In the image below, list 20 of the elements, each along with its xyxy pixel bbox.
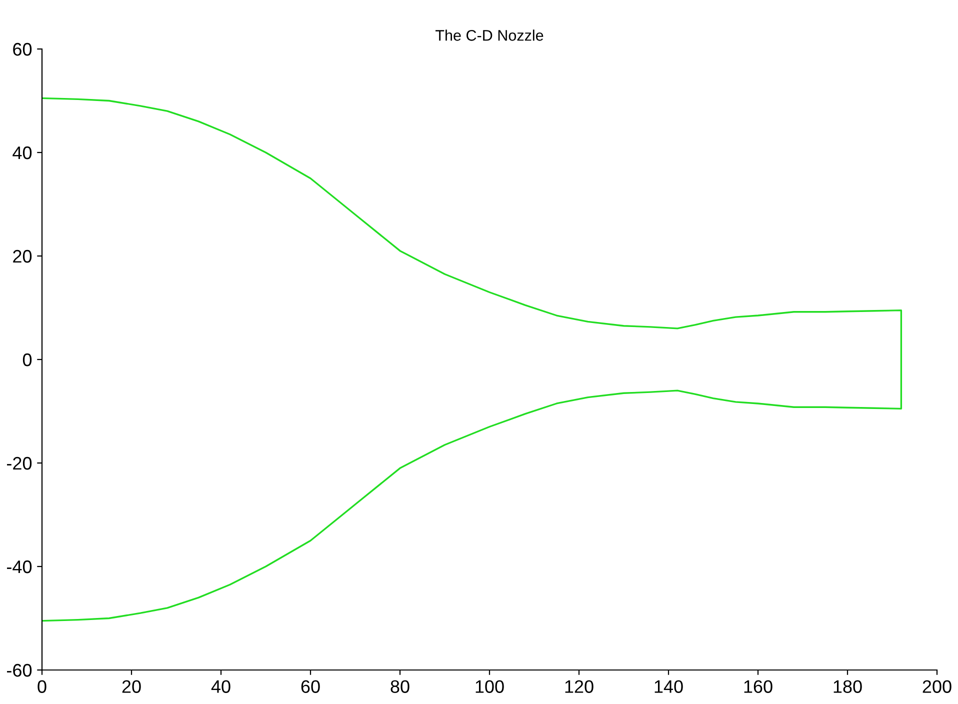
x-tick-label: 160 bbox=[744, 680, 772, 693]
y-tick-label: -60 bbox=[6, 664, 32, 677]
line-series bbox=[42, 97, 902, 622]
y-tick-label: 40 bbox=[12, 146, 32, 160]
x-tick-label: 20 bbox=[122, 680, 141, 693]
chart-title: The C-D Nozzle bbox=[436, 30, 544, 41]
x-tick-label: 80 bbox=[390, 680, 410, 693]
x-tick-label: 60 bbox=[301, 680, 320, 693]
x-tick-label: 100 bbox=[476, 680, 504, 693]
y-tick-label: 20 bbox=[13, 250, 32, 263]
x-tick-label: 180 bbox=[834, 680, 862, 693]
x-tick-label: 200 bbox=[922, 680, 952, 693]
y-tick-label: -40 bbox=[6, 560, 32, 574]
x-tick-label: 40 bbox=[211, 680, 230, 693]
y-tick-label: 60 bbox=[13, 42, 32, 56]
x-tick-label: 140 bbox=[654, 680, 683, 693]
x-tick-label: 120 bbox=[565, 680, 594, 693]
y-tick-label: 0 bbox=[22, 353, 32, 366]
x-tick-label: 0 bbox=[38, 680, 46, 693]
y-tick-label: -20 bbox=[6, 456, 32, 470]
